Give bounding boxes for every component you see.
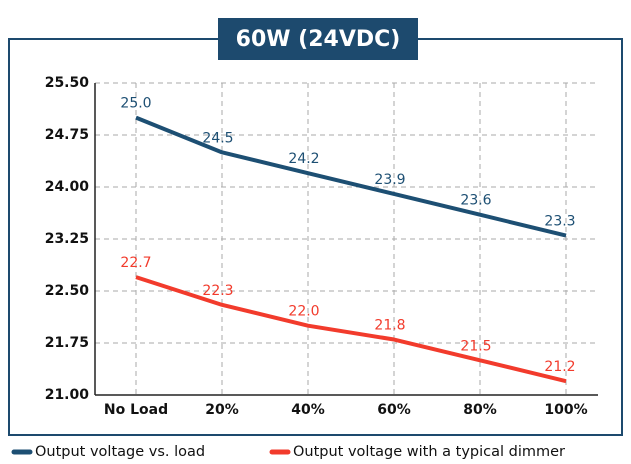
x-tick-label: 20%: [205, 402, 239, 418]
x-tick-label: No Load: [104, 402, 168, 418]
x-tick-label: 60%: [377, 402, 411, 418]
data-label: 23.6: [460, 193, 491, 209]
data-label: 21.8: [374, 318, 405, 334]
frame: [8, 38, 623, 436]
data-label: 24.5: [202, 130, 233, 146]
y-tick-label: 24.00: [45, 179, 90, 195]
data-label: 23.9: [374, 172, 405, 188]
data-label: 25.0: [120, 96, 151, 112]
data-label: 21.5: [460, 338, 491, 354]
y-tick-label: 24.75: [45, 127, 89, 143]
series-line: [135, 275, 567, 384]
data-label: 22.3: [202, 283, 233, 299]
y-tick-label: 21.75: [45, 335, 89, 351]
title-box: [218, 18, 418, 60]
data-label: 22.0: [288, 304, 319, 320]
y-tick-label: 23.25: [45, 231, 89, 247]
x-tick-label: 100%: [544, 402, 587, 418]
legend-label: Output voltage with a typical dimmer: [293, 444, 565, 460]
x-tick-label: 80%: [463, 402, 497, 418]
data-label: 22.7: [120, 255, 151, 271]
series-line: [135, 115, 567, 238]
chart-title: 60W (24VDC): [236, 27, 401, 52]
y-tick-label: 25.50: [45, 75, 90, 91]
data-label: 24.2: [288, 151, 319, 167]
x-tick-label: 40%: [291, 402, 325, 418]
legend-label: Output voltage vs. load: [35, 444, 205, 460]
data-label: 23.3: [544, 214, 575, 230]
y-tick-label: 21.00: [45, 387, 90, 403]
data-label: 21.2: [544, 359, 575, 375]
y-tick-label: 22.50: [45, 283, 90, 299]
